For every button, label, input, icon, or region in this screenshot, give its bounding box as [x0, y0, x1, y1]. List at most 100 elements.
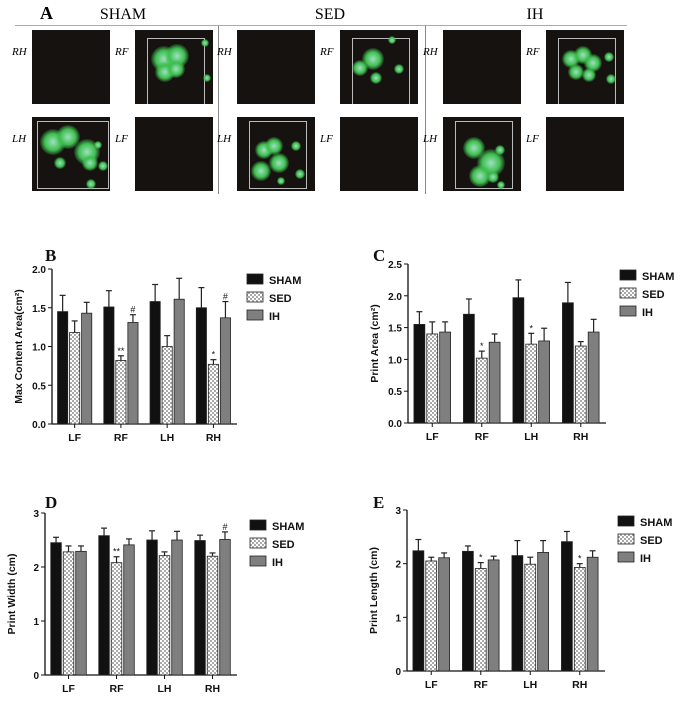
- y-tick-label: 0: [395, 667, 401, 678]
- x-tick-label: RH: [205, 683, 220, 695]
- y-tick-label: 0.5: [388, 387, 402, 398]
- legend-swatch-sham: [619, 269, 637, 281]
- significance-mark: *: [212, 350, 216, 360]
- x-tick-label: RF: [474, 679, 489, 691]
- y-tick-label: 0.0: [32, 420, 46, 431]
- paw-label: RH: [12, 46, 27, 58]
- bar-sed-lf: [426, 333, 439, 424]
- footprint-image-lh: [237, 117, 315, 191]
- y-tick-label: 1.0: [32, 343, 46, 354]
- bar-ih-rf: [127, 322, 139, 425]
- bar-ih-lf: [75, 550, 87, 676]
- y-tick-label: 0: [33, 671, 39, 682]
- bar-ih-lf: [438, 557, 450, 672]
- bar-sham-lh: [511, 555, 524, 672]
- legend-label: SHAM: [640, 517, 672, 529]
- bar-sed-rh: [206, 555, 219, 676]
- bar-sed-lf: [425, 560, 438, 672]
- x-tick-label: LF: [68, 432, 81, 444]
- paw-label: LF: [115, 133, 128, 145]
- bar-sed-lh: [158, 555, 171, 676]
- legend-swatch-sed: [619, 287, 637, 299]
- y-tick-label: 1.5: [32, 304, 46, 315]
- y-axis-label: Max Content Area(cm²): [13, 289, 25, 404]
- legend-label: SED: [269, 293, 292, 305]
- paw-print-spot: [584, 54, 602, 72]
- footprint-image-rf: [340, 30, 418, 104]
- panel-letter: C: [373, 246, 385, 265]
- paw-label: LH: [423, 133, 438, 145]
- legend-swatch-sed: [617, 533, 635, 545]
- paw-print-spot: [582, 68, 596, 82]
- legend-swatch-ih: [617, 551, 635, 563]
- paw-print-spot: [269, 153, 289, 173]
- legend-label: SHAM: [642, 271, 674, 283]
- significance-mark: *: [578, 554, 582, 564]
- paw-print-spot: [167, 60, 185, 78]
- roi-box: [147, 38, 205, 104]
- significance-mark: *: [529, 323, 533, 333]
- significance-mark: **: [117, 346, 125, 356]
- paw-print-spot: [495, 145, 505, 155]
- paw-print-spot: [568, 64, 584, 80]
- paw-print-spot: [291, 141, 301, 151]
- footprint-image-lf: [135, 117, 213, 191]
- legend-swatch-sham: [246, 273, 264, 285]
- y-tick-label: 2: [33, 563, 39, 574]
- y-tick-label: 1: [33, 617, 39, 628]
- bar-ih-rh: [219, 317, 231, 425]
- roi-box: [455, 121, 513, 189]
- y-tick-label: 2.0: [32, 265, 46, 276]
- y-tick-label: 2: [395, 560, 401, 571]
- x-tick-label: RH: [572, 679, 587, 691]
- bar-ih-lh: [171, 539, 183, 676]
- legend-label: IH: [640, 553, 651, 565]
- footprint-image-lh: [443, 117, 521, 191]
- y-axis-label: Print Width (cm): [6, 554, 18, 635]
- y-axis-label: Print Length (cm): [368, 547, 380, 634]
- x-tick-label: LH: [158, 683, 172, 695]
- legend-swatch-sed: [246, 291, 264, 303]
- bar-sham-rh: [561, 541, 573, 672]
- paw-print-spot: [265, 137, 283, 155]
- y-tick-label: 1: [395, 613, 401, 624]
- x-tick-label: RF: [114, 432, 129, 444]
- paw-print-spot: [370, 72, 382, 84]
- bar-sed-rh: [574, 345, 587, 424]
- paw-print-spot: [251, 161, 271, 181]
- bar-sham-lh: [149, 301, 161, 425]
- bar-sham-lh: [512, 297, 525, 424]
- x-tick-label: LH: [524, 431, 538, 443]
- bar-sed-lh: [161, 346, 173, 425]
- bar-sham-lh: [146, 539, 158, 676]
- y-tick-label: 3: [395, 506, 401, 517]
- x-tick-label: RH: [206, 432, 221, 444]
- paw-print-spot: [54, 157, 66, 169]
- footprint-image-rh: [443, 30, 521, 104]
- paw-label: LF: [320, 133, 333, 145]
- bar-sham-lf: [57, 311, 69, 425]
- legend-label: IH: [272, 557, 283, 569]
- footprint-image-lf: [546, 117, 624, 191]
- x-tick-label: RF: [475, 431, 490, 443]
- bar-sham-lf: [50, 542, 62, 676]
- y-tick-label: 1.5: [388, 324, 402, 335]
- significance-mark: #: [222, 522, 227, 532]
- paw-label: RF: [526, 46, 540, 58]
- x-tick-label: LF: [62, 683, 75, 695]
- bar-sed-lf: [62, 551, 75, 676]
- footprint-image-lh: [32, 117, 110, 191]
- paw-label: LH: [217, 133, 232, 145]
- x-tick-label: LH: [160, 432, 174, 444]
- paw-print-spot: [82, 155, 98, 171]
- y-axis-label: Print Area (cm²): [369, 304, 381, 382]
- bar-sham-rf: [463, 313, 475, 424]
- legend-swatch-sed: [249, 537, 267, 549]
- paw-label: RH: [423, 46, 438, 58]
- bar-sham-rf: [462, 550, 474, 672]
- column-divider: [218, 26, 219, 194]
- bar-chart-d: D 0 1 2 3 Print Width (cm) LF ** RF LH # RH SHAM SED I…: [6, 493, 304, 695]
- bar-sed-rf: [475, 357, 488, 424]
- header-divider: [15, 25, 627, 26]
